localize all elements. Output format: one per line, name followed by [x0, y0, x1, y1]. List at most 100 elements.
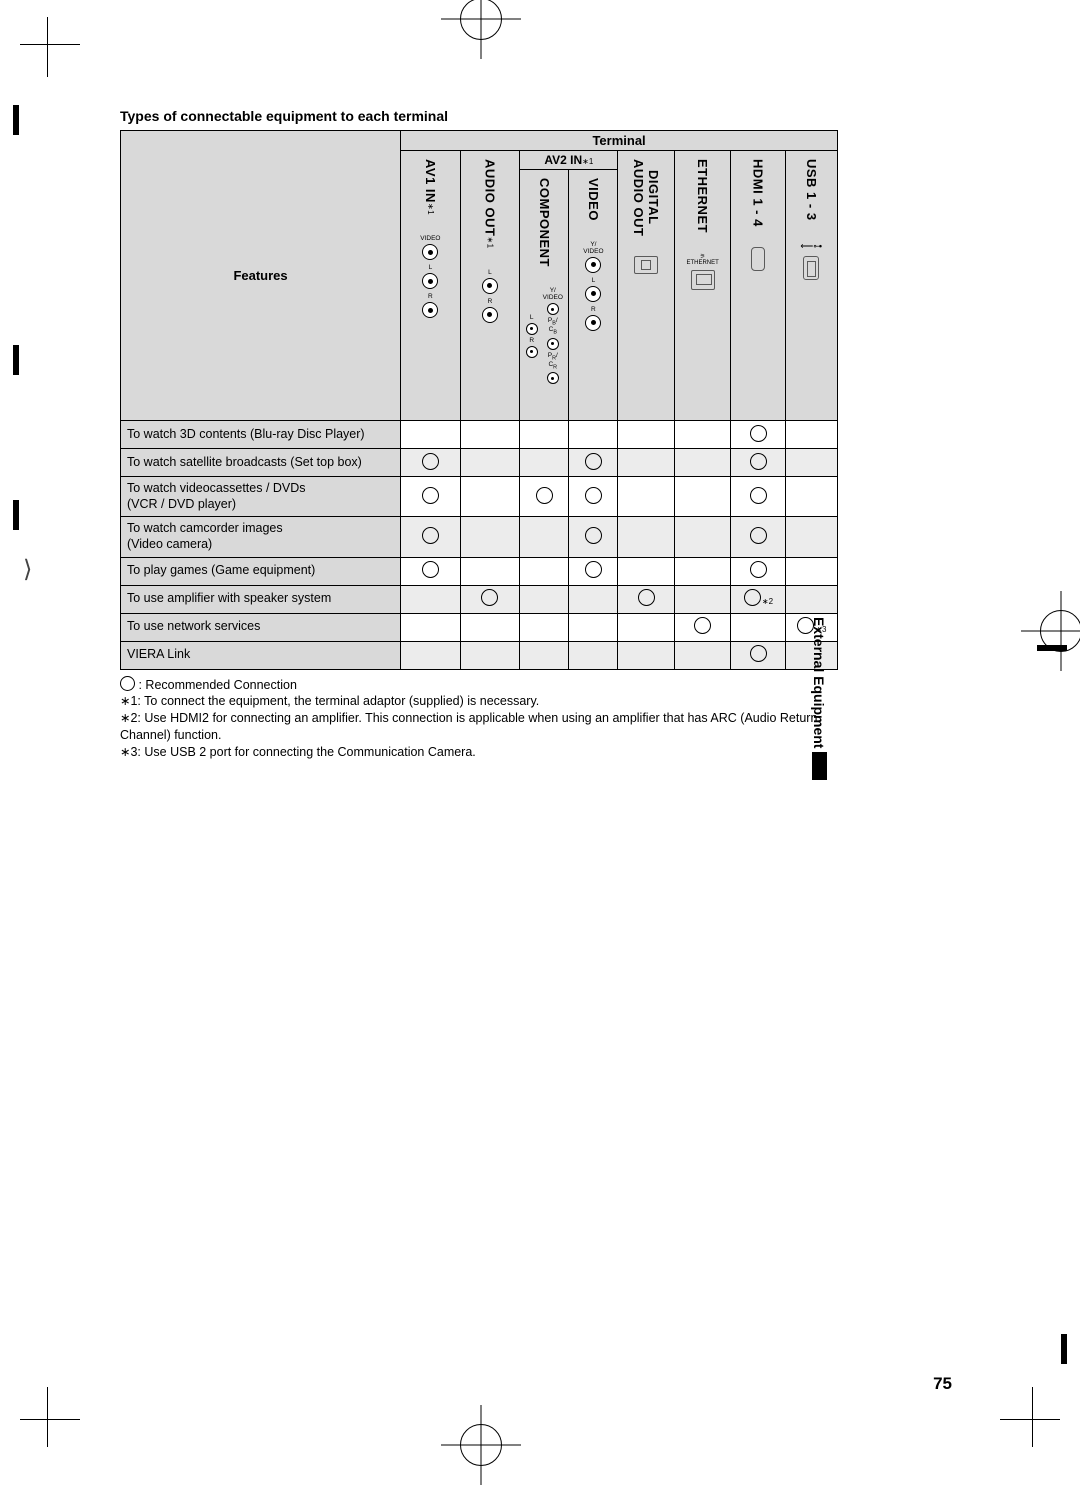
- circle-icon: [422, 453, 439, 470]
- side-tab: External Equipment: [803, 613, 835, 780]
- cell: [401, 585, 461, 613]
- feature-label: To use amplifier with speaker system: [121, 585, 401, 613]
- cell: [460, 585, 520, 613]
- feature-label: VIERA Link: [121, 641, 401, 669]
- features-header: Features: [121, 131, 401, 421]
- cell: [520, 613, 569, 641]
- cell: [618, 585, 674, 613]
- cell: [674, 449, 730, 477]
- cell: [460, 557, 520, 585]
- cell: [785, 585, 837, 613]
- cell: [674, 477, 730, 517]
- circle-icon: [536, 487, 553, 504]
- feature-label: To play games (Game equipment): [121, 557, 401, 585]
- cell: [674, 421, 730, 449]
- circle-icon: [585, 527, 602, 544]
- circle-icon: [481, 589, 498, 606]
- cell: [618, 641, 674, 669]
- cell: [460, 613, 520, 641]
- circle-icon: [422, 487, 439, 504]
- circle-icon: [422, 527, 439, 544]
- cell: [520, 585, 569, 613]
- circle-icon: [585, 453, 602, 470]
- feature-label: To use network services: [121, 613, 401, 641]
- cell: [460, 449, 520, 477]
- cell: [731, 641, 785, 669]
- column-header-hdmi: HDMI 1 - 4: [731, 151, 785, 421]
- cell: [785, 449, 837, 477]
- cell: [401, 557, 461, 585]
- cell: [520, 517, 569, 557]
- cell: [520, 557, 569, 585]
- note-3: ∗3: Use USB 2 port for connecting the Co…: [120, 744, 840, 761]
- cell: [731, 477, 785, 517]
- column-header-av1in: AV1 IN∗1VIDEOLR: [401, 151, 461, 421]
- feature-label: To watch camcorder images(Video camera): [121, 517, 401, 557]
- cell: [731, 557, 785, 585]
- page-number: 75: [933, 1374, 952, 1394]
- cell: [401, 517, 461, 557]
- side-tab-label: External Equipment: [811, 613, 827, 752]
- cell: [618, 557, 674, 585]
- circle-icon: [750, 425, 767, 442]
- circle-icon: [750, 527, 767, 544]
- section-title: Types of connectable equipment to each t…: [120, 108, 840, 124]
- circle-icon: [585, 487, 602, 504]
- cell: [401, 613, 461, 641]
- cell: [520, 421, 569, 449]
- cell: [569, 641, 618, 669]
- cell: [401, 477, 461, 517]
- circle-icon: [694, 617, 711, 634]
- cell: [520, 449, 569, 477]
- circle-icon: [585, 561, 602, 578]
- cell: [618, 449, 674, 477]
- cell: [674, 613, 730, 641]
- cell: [674, 557, 730, 585]
- cell: [785, 557, 837, 585]
- cell: [618, 613, 674, 641]
- cell: [731, 421, 785, 449]
- cell: [731, 517, 785, 557]
- cell: [785, 421, 837, 449]
- column-header-usb: USB 1 - 3⟵⊶: [785, 151, 837, 421]
- cell: [785, 477, 837, 517]
- circle-icon: [750, 645, 767, 662]
- circle-icon: [120, 676, 135, 691]
- cell: [618, 517, 674, 557]
- circle-icon: [750, 561, 767, 578]
- cell: [569, 613, 618, 641]
- cell: [401, 421, 461, 449]
- cell: [569, 517, 618, 557]
- cell: [401, 641, 461, 669]
- cell: [569, 477, 618, 517]
- cell: [401, 449, 461, 477]
- note-recommended: : Recommended Connection: [138, 678, 296, 692]
- cell: [618, 421, 674, 449]
- circle-icon: [422, 561, 439, 578]
- feature-label: To watch 3D contents (Blu-ray Disc Playe…: [121, 421, 401, 449]
- feature-label: To watch videocassettes / DVDs(VCR / DVD…: [121, 477, 401, 517]
- column-header-audioout: AUDIO OUT∗1LR: [460, 151, 520, 421]
- cell: [569, 585, 618, 613]
- cell: [569, 449, 618, 477]
- cell: [731, 449, 785, 477]
- cell: [460, 641, 520, 669]
- circle-icon: [638, 589, 655, 606]
- column-header-ethernet: ETHERNET⚞ETHERNET: [674, 151, 730, 421]
- feature-label: To watch satellite broadcasts (Set top b…: [121, 449, 401, 477]
- cell: [460, 517, 520, 557]
- cell: [674, 517, 730, 557]
- cell: [520, 641, 569, 669]
- column-header-video: VIDEOY/VIDEOLR: [569, 170, 618, 421]
- cell: [460, 477, 520, 517]
- note-1: ∗1: To connect the equipment, the termin…: [120, 693, 840, 710]
- compat-table: Features Terminal AV1 IN∗1VIDEOLRAUDIO O…: [120, 130, 838, 670]
- cell: [460, 421, 520, 449]
- note-2: ∗2: Use HDMI2 for connecting an amplifie…: [120, 710, 840, 744]
- cell: [674, 585, 730, 613]
- cell: [618, 477, 674, 517]
- cell: [674, 641, 730, 669]
- cell: [569, 421, 618, 449]
- cell: [520, 477, 569, 517]
- notes-block: : Recommended Connection ∗1: To connect …: [120, 676, 840, 761]
